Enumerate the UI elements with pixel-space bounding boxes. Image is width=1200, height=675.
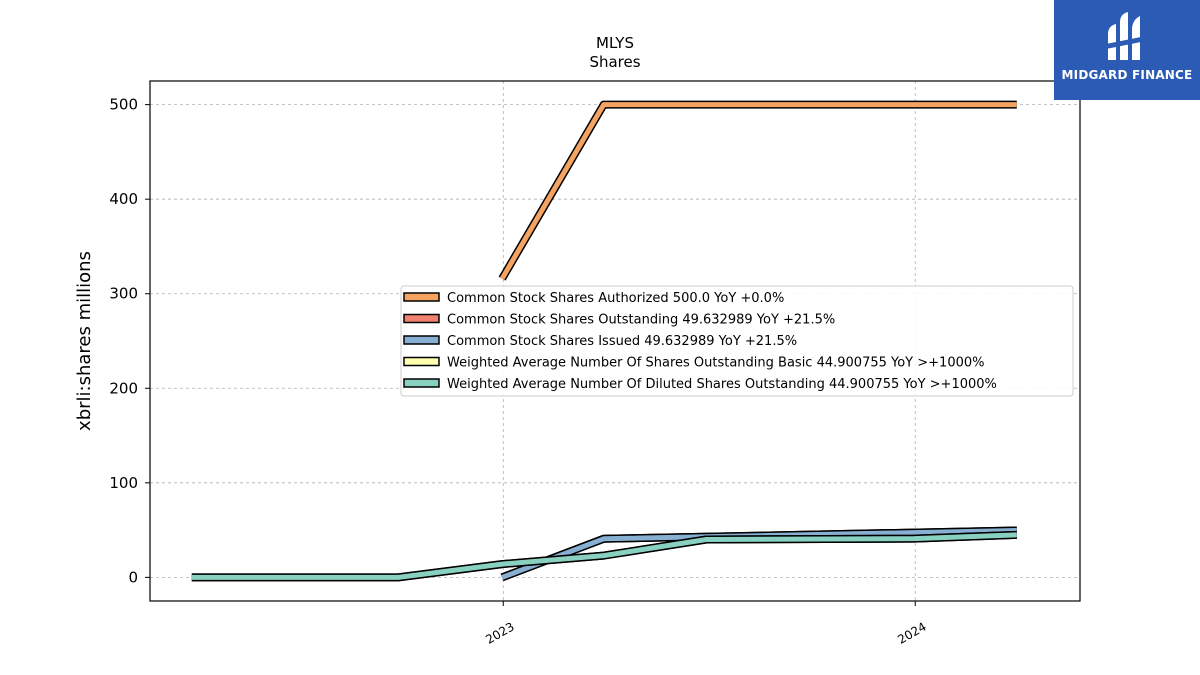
legend-label: Common Stock Shares Authorized 500.0 YoY…	[447, 291, 784, 306]
series-common-stock-shares-authorized	[498, 100, 1017, 281]
legend-swatch	[403, 356, 440, 367]
y-tick-label: 300	[109, 285, 138, 303]
legend-swatch	[403, 313, 440, 324]
legend-swatch	[403, 378, 440, 388]
x-tick-label: 2024	[895, 619, 928, 646]
series-weighted-average-number-of-diluted-shares-outstanding	[191, 530, 1017, 582]
y-axis-label: xbrli:shares millions	[74, 251, 95, 431]
legend-label: Weighted Average Number Of Diluted Share…	[447, 377, 997, 392]
legend-label: Common Stock Shares Outstanding 49.63298…	[447, 313, 835, 328]
chart-subtitle: Shares	[589, 53, 640, 71]
chart-title: MLYS	[596, 34, 634, 52]
logo-icon	[1106, 12, 1146, 60]
series-line	[191, 532, 1017, 580]
logo-text: MIDGARD FINANCE	[1061, 68, 1193, 82]
series-layer	[191, 100, 1017, 582]
y-tick-label: 100	[109, 474, 138, 492]
x-tick-label: 2023	[483, 619, 516, 646]
brand-logo: MIDGARD FINANCE	[1054, 0, 1200, 100]
series-line-outline	[498, 100, 1017, 281]
plot-frame	[149, 80, 1081, 602]
y-tick-label: 400	[109, 190, 138, 208]
y-tick-label: 500	[109, 96, 138, 114]
legend-swatch	[403, 292, 440, 302]
legend-swatch	[403, 335, 440, 345]
series-line	[499, 102, 1017, 280]
y-tick-label: 200	[109, 379, 138, 397]
y-tick-label: 0	[128, 568, 138, 586]
legend: Common Stock Shares Authorized 500.0 YoY…	[400, 285, 1074, 397]
legend-label: Weighted Average Number Of Shares Outsta…	[447, 356, 984, 371]
legend-box	[400, 285, 1074, 397]
legend-label: Common Stock Shares Issued 49.632989 YoY…	[447, 334, 797, 349]
